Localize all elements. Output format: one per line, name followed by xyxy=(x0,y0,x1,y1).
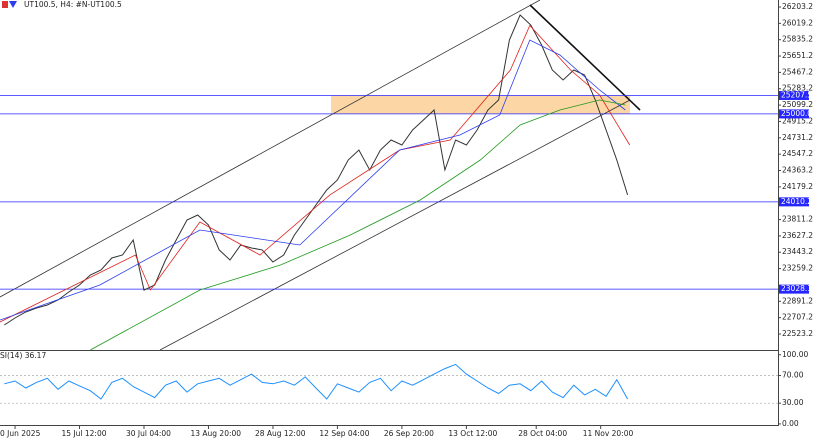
y-tick-label: 0.00 xyxy=(782,419,799,428)
y-tick-label: 23811.2 xyxy=(782,215,813,224)
y-tick-label: 24363.2 xyxy=(782,165,813,174)
symbol-icon xyxy=(2,1,8,8)
series-line xyxy=(0,39,626,321)
y-tick-label: 25651.2 xyxy=(782,51,813,60)
chart-title: UT100.5, H4: #N-UT100.5 xyxy=(24,0,122,9)
y-tick-label: 24731.2 xyxy=(782,133,813,142)
y-tick-label: 23627.2 xyxy=(782,231,813,240)
channel-upper xyxy=(0,0,541,298)
x-tick-label: 13 Aug 20:00 xyxy=(190,429,241,438)
level-label-box xyxy=(779,109,809,119)
y-tick-label: 25099.2 xyxy=(782,100,813,109)
y-tick-label: 24915.2 xyxy=(782,116,813,125)
series-line xyxy=(4,363,629,400)
y-tick-label: 24547.2 xyxy=(782,149,813,158)
x-tick-label: 13 Oct 12:00 xyxy=(448,429,497,438)
y-tick-label: 25835.2 xyxy=(782,35,813,44)
y-tick-label: 22523.2 xyxy=(782,329,813,338)
y-tick-label: 22707.2 xyxy=(782,313,813,322)
x-tick-label: 28 Oct 04:00 xyxy=(518,429,567,438)
x-tick-label: 12 Sep 04:00 xyxy=(319,429,369,438)
y-tick-label: 25467.2 xyxy=(782,67,813,76)
series-line xyxy=(4,14,629,326)
y-tick-label: 26019.2 xyxy=(782,18,813,27)
x-tick-label: 30 Jul 04:00 xyxy=(126,429,171,438)
x-tick-label: 26 Sep 20:00 xyxy=(384,429,434,438)
level-label-box xyxy=(779,90,809,100)
series-line xyxy=(90,99,626,351)
level-label: 25000.0 xyxy=(781,109,812,118)
y-tick-label: 23443.2 xyxy=(782,247,813,256)
x-tick-label: 11 Nov 20:00 xyxy=(583,429,634,438)
level-label: 25207.5 xyxy=(781,90,812,99)
channel-lower xyxy=(159,99,631,351)
level-label: 24010.2 xyxy=(781,197,812,206)
level-label-box xyxy=(779,197,809,207)
x-tick-label: 0 Jun 2025 xyxy=(0,429,41,438)
level-label: 23028.1 xyxy=(781,284,812,293)
trendline xyxy=(529,4,641,111)
y-tick-label: 100.00 xyxy=(782,350,808,359)
y-tick-label: 26203.2 xyxy=(782,2,813,11)
y-tick-label: 23259.2 xyxy=(782,264,813,273)
y-tick-label: 22891.2 xyxy=(782,296,813,305)
rsi-title: SI(14) 36.17 xyxy=(0,351,46,360)
x-tick-label: 28 Aug 12:00 xyxy=(255,429,306,438)
x-tick-label: 15 Jul 12:00 xyxy=(62,429,107,438)
y-tick-label: 25283.2 xyxy=(782,84,813,93)
symbol-icon xyxy=(9,1,17,8)
y-tick-label: 70.00 xyxy=(782,371,804,380)
y-tick-label: 24179.2 xyxy=(782,182,813,191)
y-tick-label: 30.00 xyxy=(782,398,804,407)
level-label-box xyxy=(779,284,809,294)
